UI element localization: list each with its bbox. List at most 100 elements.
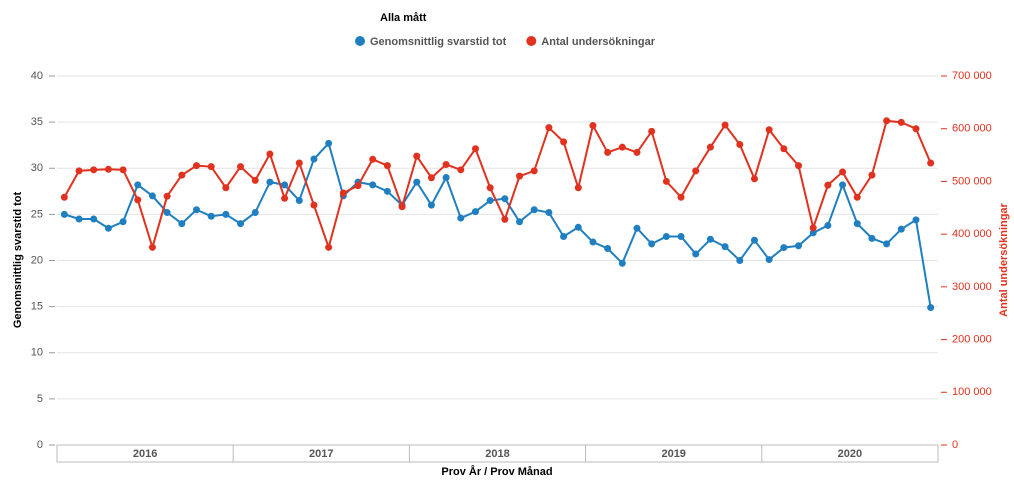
data-point [853, 220, 861, 228]
data-point [516, 172, 524, 180]
data-point [325, 139, 333, 147]
data-point [574, 184, 582, 192]
data-point [574, 223, 582, 231]
y-tick-label: 20 [31, 254, 43, 266]
data-point [192, 162, 200, 170]
x-group-label: 2019 [661, 448, 685, 460]
x-group-label: 2020 [838, 448, 862, 460]
data-point [383, 187, 391, 195]
data-point [427, 201, 435, 209]
y-tick-label: 30 [31, 162, 43, 174]
y2-tick-label: 600 000 [952, 123, 992, 135]
data-point [134, 181, 142, 189]
y2-tick-label: 0 [952, 439, 958, 451]
data-point [839, 168, 847, 176]
data-point [604, 245, 612, 253]
y2-axis-title: Antal undersökningar [998, 202, 1010, 316]
data-point [927, 159, 935, 167]
data-point [148, 243, 156, 251]
data-point [545, 124, 553, 132]
y2-tick-label: 300 000 [952, 281, 992, 293]
data-point [839, 181, 847, 189]
data-point [369, 181, 377, 189]
data-point [134, 196, 142, 204]
data-point [677, 233, 685, 241]
data-point [281, 181, 289, 189]
y-tick-label: 0 [37, 439, 43, 451]
data-point [692, 167, 700, 175]
data-point [295, 159, 303, 167]
data-point [251, 209, 259, 217]
y2-tick-label: 400 000 [952, 228, 992, 240]
data-point [383, 162, 391, 170]
data-point [618, 259, 626, 267]
y2-tick-label: 500 000 [952, 175, 992, 187]
y-tick-label: 40 [31, 70, 43, 82]
data-point [736, 257, 744, 264]
data-point [207, 212, 215, 220]
data-point [222, 210, 230, 218]
data-point [530, 167, 538, 175]
data-point [618, 143, 626, 151]
data-point [442, 161, 450, 169]
y2-tick-label: 100 000 [952, 386, 992, 398]
data-point [310, 155, 318, 163]
data-point [339, 189, 347, 197]
data-point [266, 150, 274, 158]
data-point [192, 206, 200, 214]
data-point [530, 206, 538, 214]
data-point [75, 215, 83, 223]
data-point [178, 220, 186, 228]
data-point [442, 173, 450, 181]
data-point [310, 201, 318, 209]
data-point [677, 193, 685, 201]
data-point [457, 214, 465, 222]
data-point [413, 178, 421, 186]
data-point [795, 242, 803, 250]
y-axis-title: Genomsnittlig svarstid tot [12, 192, 24, 329]
data-point [662, 233, 670, 241]
data-point [295, 197, 303, 205]
data-point [237, 163, 245, 171]
data-point [104, 224, 112, 232]
y-tick-label: 25 [31, 208, 43, 220]
data-point [604, 148, 612, 156]
data-point [633, 148, 641, 156]
data-point [501, 215, 509, 223]
data-point [545, 209, 553, 217]
data-point [897, 225, 905, 233]
data-point [883, 240, 891, 248]
data-point [501, 195, 509, 203]
data-point [90, 215, 98, 223]
data-point [809, 229, 817, 237]
data-point [868, 234, 876, 242]
data-point [163, 192, 171, 200]
series-line [63, 119, 932, 251]
y-tick-label: 10 [31, 347, 43, 359]
data-point [853, 193, 861, 201]
data-point [780, 145, 788, 153]
data-point [266, 178, 274, 186]
data-point [736, 141, 744, 149]
data-point [560, 138, 568, 146]
data-point [912, 125, 920, 133]
data-point [750, 175, 758, 183]
data-point [369, 155, 377, 163]
data-point [104, 165, 112, 173]
data-point [589, 238, 597, 246]
x-group-label: 2017 [309, 448, 333, 460]
y-tick-label: 35 [31, 116, 43, 128]
data-point [809, 224, 817, 232]
data-point [251, 176, 259, 184]
legend-marker [526, 36, 537, 46]
data-point [560, 233, 568, 241]
data-point [163, 209, 171, 217]
data-point [648, 127, 656, 135]
data-point [516, 218, 524, 226]
x-group-label: 2016 [133, 448, 157, 460]
legend-label: Antal undersökningar [541, 36, 655, 48]
data-point [222, 184, 230, 192]
data-point [486, 184, 494, 192]
data-point [413, 152, 421, 160]
